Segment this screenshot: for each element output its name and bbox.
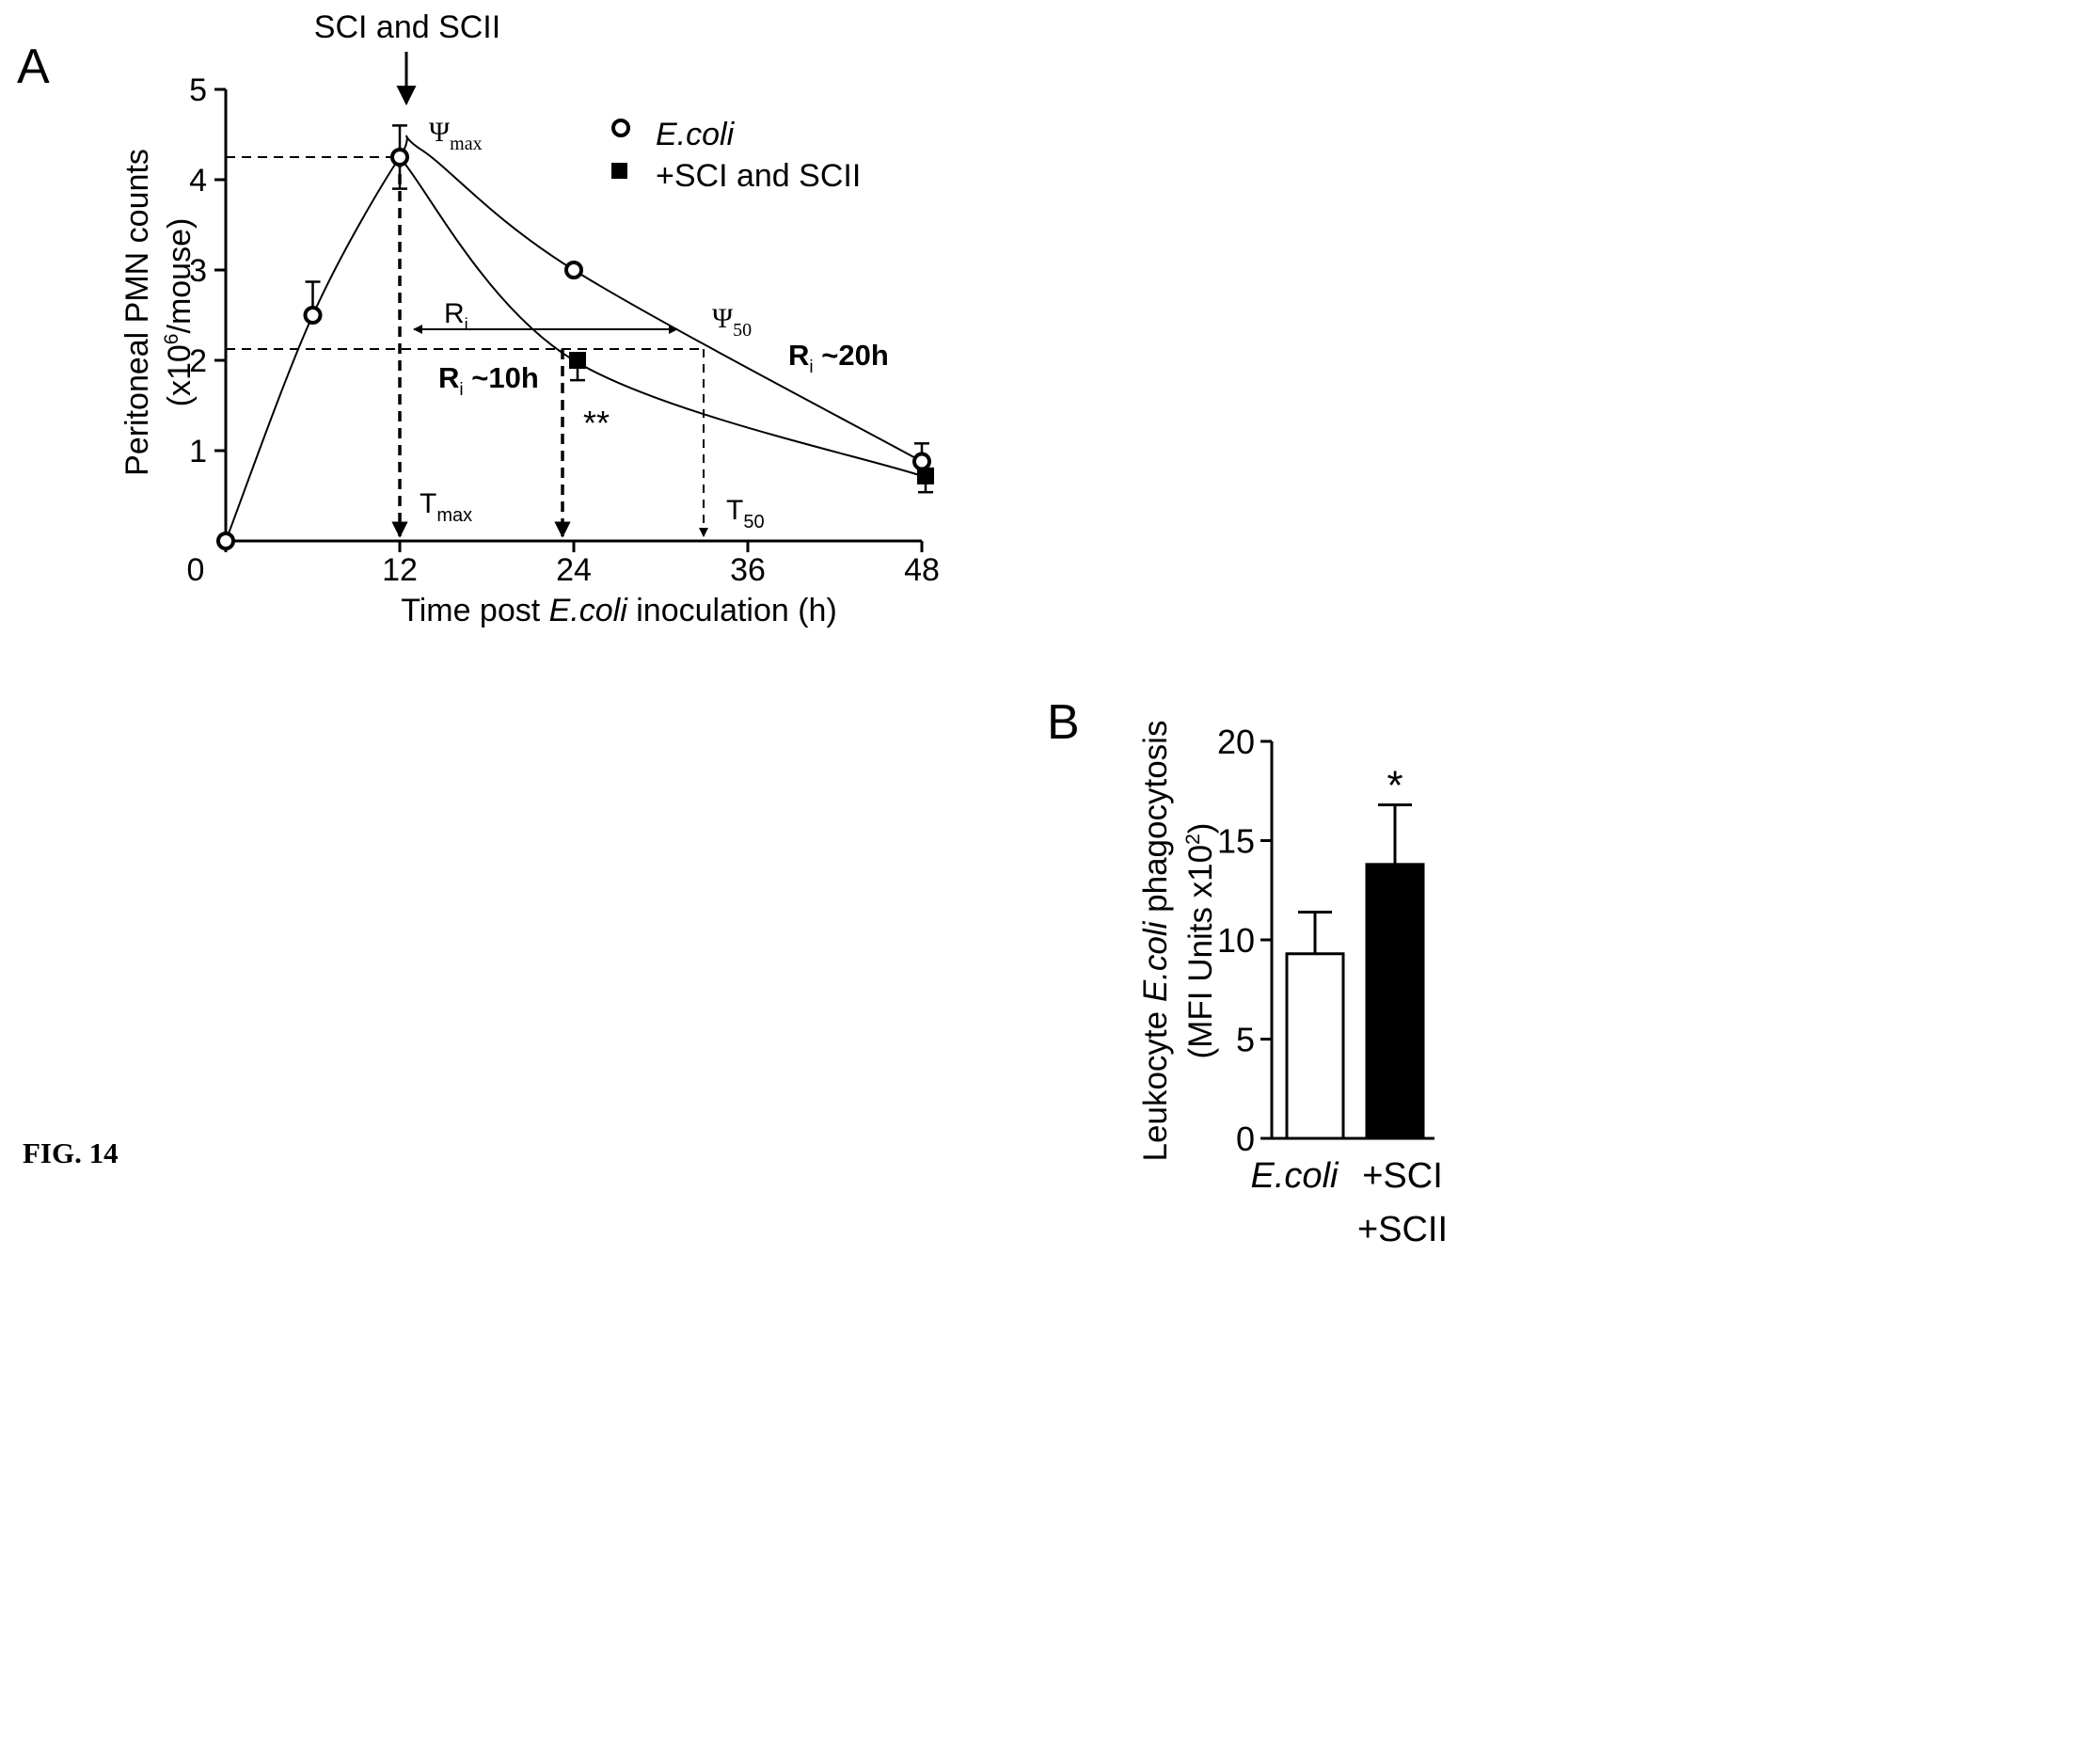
t-50-label: T50 (726, 495, 765, 532)
x-tick-label: 12 (382, 552, 418, 588)
data-point-ecoli (912, 452, 931, 471)
y-tick-label: 1 (189, 434, 207, 469)
b-category-label: +SCII (1357, 1210, 1448, 1249)
data-point-treated (917, 467, 934, 485)
data-point-ecoli (564, 261, 583, 279)
ri-long-label: Ri ~20h (788, 339, 889, 377)
data-markers (216, 148, 934, 550)
panel-a-label: A (17, 40, 50, 94)
b-y-axis-title-unit: (MFI Units x102) (1182, 823, 1219, 1059)
bar (1285, 952, 1345, 1140)
y-tick-label: 2 (189, 343, 207, 379)
b-y-tick-label: 20 (1217, 723, 1255, 761)
b-category-label: E.coli (1251, 1156, 1339, 1196)
bar (1365, 863, 1425, 1140)
b-significance: * (1387, 763, 1402, 809)
panel-b-label: B (1047, 695, 1080, 750)
data-point-ecoli (216, 532, 235, 550)
y-axis-title: Peritoneal PMN counts (119, 149, 155, 476)
b-y-axis-title: Leukocyte E.coli phagocytosis (1137, 721, 1174, 1162)
y-axis-title-unit: (x106/mouse) (161, 218, 198, 407)
y-tick-label: 4 (189, 163, 207, 199)
x-axis-title: Time post E.coli inoculation (h) (401, 593, 837, 628)
x-ticks: 0 12 24 36 48 (187, 541, 940, 588)
data-point-treated (569, 352, 586, 369)
ri-arrow-label: Ri (444, 298, 468, 334)
panel-b: B 0 5 10 15 20 * E.coli +SCI +SCII Leukocyte E… (1047, 695, 1448, 1249)
psi-max-label: Ψmax (429, 117, 483, 154)
b-y-tick-label: 10 (1217, 921, 1255, 960)
x-tick-label: 48 (904, 552, 940, 588)
curve-treated (399, 156, 923, 477)
b-y-tick-label: 0 (1236, 1120, 1255, 1158)
b-y-tick-label: 5 (1236, 1021, 1255, 1059)
y-tick-label: 5 (189, 72, 207, 108)
y-tick-label: 3 (189, 253, 207, 289)
b-y-tick-label: 15 (1217, 822, 1255, 861)
x-tick-label: 0 (187, 552, 205, 588)
x-tick-label: 36 (730, 552, 766, 588)
data-point-ecoli (303, 306, 323, 325)
legend-marker-treated (611, 163, 627, 179)
reference-lines (226, 156, 708, 538)
ri-short-label: Ri ~10h (438, 361, 539, 400)
figure-label: FIG. 14 (23, 1136, 119, 1169)
t-max-label: Tmax (420, 488, 472, 526)
b-category-label: +SCI (1362, 1156, 1443, 1196)
b-category-labels: E.coli +SCI +SCII (1251, 1156, 1449, 1249)
b-y-ticks: 0 5 10 15 20 (1217, 723, 1272, 1158)
legend-marker-ecoli (611, 119, 630, 137)
legend-label-ecoli: E.coli (656, 117, 736, 152)
bars: * (1285, 763, 1425, 1140)
x-tick-label: 24 (556, 552, 592, 588)
data-point-ecoli (390, 148, 409, 167)
legend-label-treated: +SCI and SCII (656, 158, 861, 194)
psi-50-label: Ψ50 (712, 303, 752, 341)
legend: E.coli +SCI and SCII (611, 117, 861, 194)
significance-24h: ** (583, 404, 610, 442)
y-ticks: 1 2 3 4 5 (189, 72, 226, 469)
curve-ecoli (225, 135, 923, 542)
treatment-label: SCI and SCII (314, 9, 500, 45)
